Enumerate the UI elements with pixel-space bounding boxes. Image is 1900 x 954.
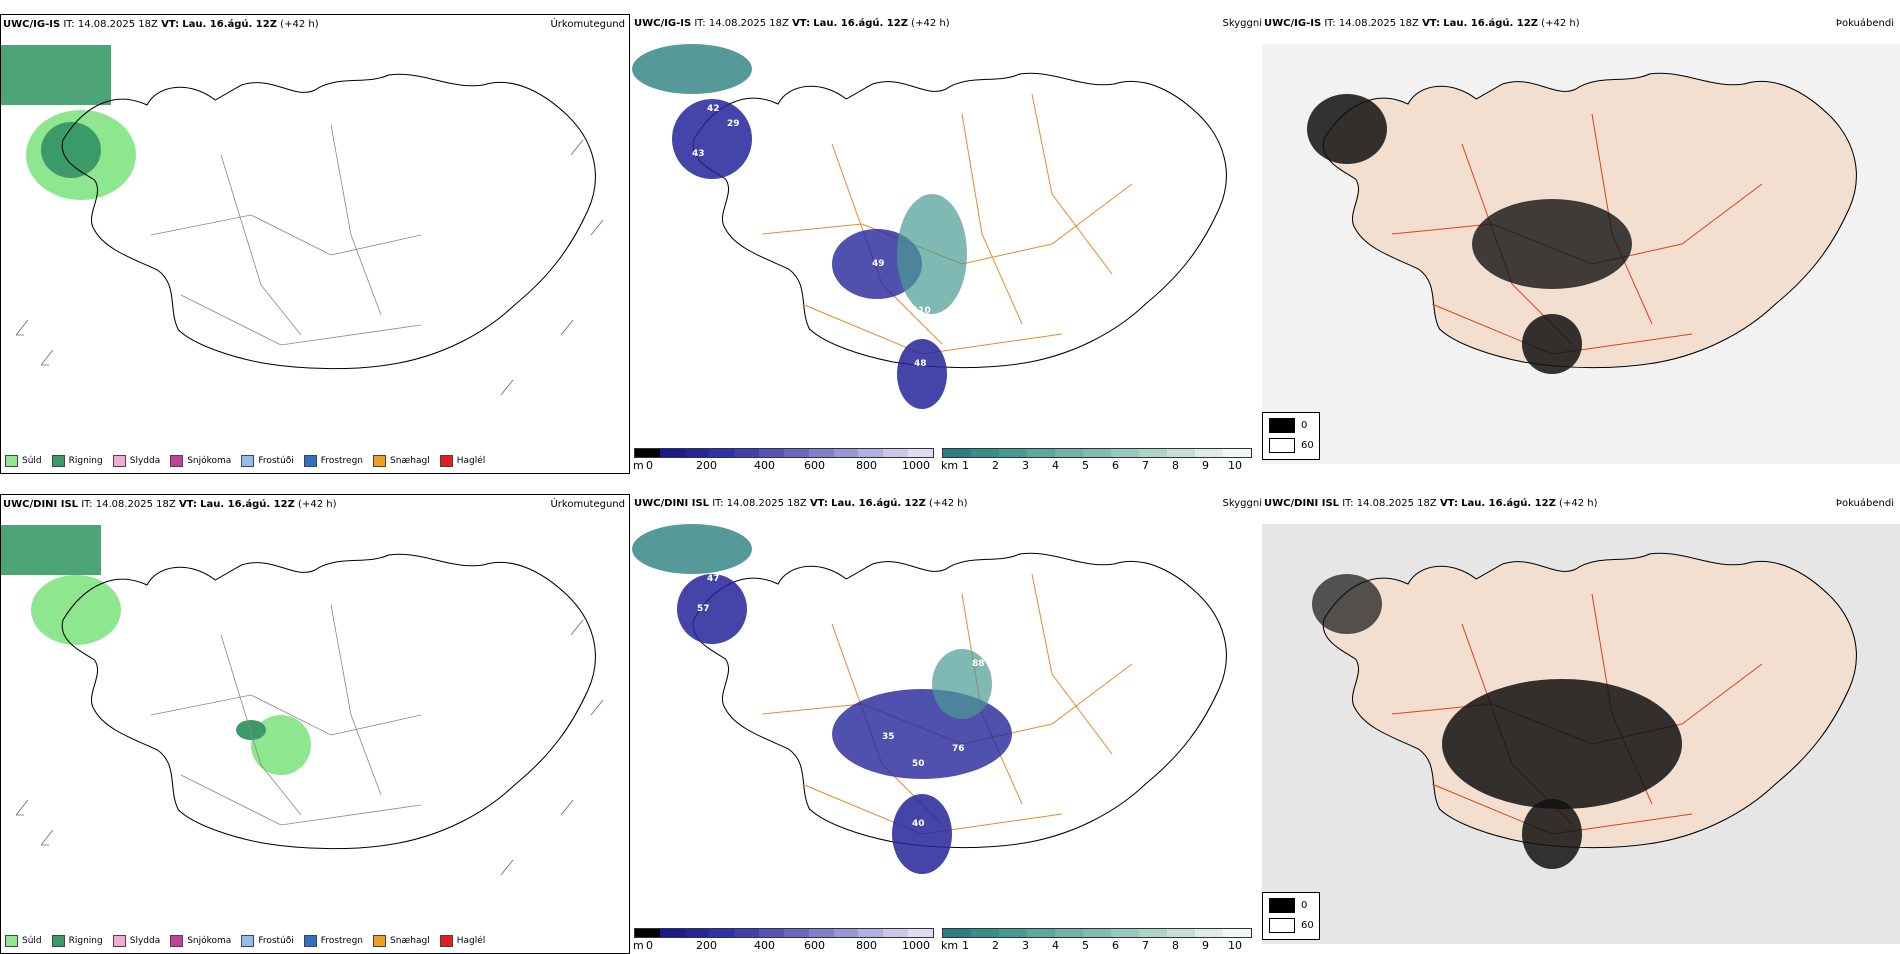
visibility-bar <box>942 448 1252 458</box>
ceiling-label: 29 <box>727 119 740 129</box>
legend-item-snow-pellets: Snæhagl <box>373 455 430 467</box>
legend-swatch <box>51 935 65 947</box>
legend-item-freezing-rain: Frostregn <box>303 455 363 467</box>
ceiling-label: 110 <box>912 306 931 316</box>
legend-swatch <box>1269 918 1295 933</box>
visibility-map <box>632 524 1227 874</box>
precip-panel-bottom: UWC/DINI ISL IT: 14.08.2025 18Z VT: Lau.… <box>0 494 630 954</box>
ceiling-label: 76 <box>952 744 965 754</box>
legend-swatch <box>5 455 18 467</box>
legend-swatch <box>112 935 126 947</box>
visibility-panel-bottom: UWC/DINI ISL IT: 14.08.2025 18Z VT: Lau.… <box>632 494 1262 954</box>
legend-swatch <box>170 455 184 467</box>
ceiling-label: 50 <box>912 759 925 769</box>
legend-swatch <box>439 455 453 467</box>
ceiling-label: 40 <box>912 819 925 829</box>
legend-item-freezing-drizzle: Frostúði <box>241 455 294 467</box>
panel-title: Þokuábendi <box>1835 18 1894 29</box>
visibility-colorbar: km 1 2 3 4 5 6 7 8 9 10 <box>941 928 1252 952</box>
panel-header: UWC/DINI ISL IT: 14.08.2025 18Z VT: Lau.… <box>3 499 337 510</box>
panel-title: Skyggni <box>1222 498 1262 509</box>
fog-map <box>1262 44 1900 464</box>
legend-swatch <box>373 935 387 947</box>
panel-header: UWC/IG-IS IT: 14.08.2025 18Z VT: Lau. 16… <box>634 18 950 29</box>
legend-swatch <box>241 455 255 467</box>
legend-swatch <box>170 935 184 947</box>
legend-swatch <box>5 935 18 947</box>
legend-swatch <box>1269 418 1295 433</box>
wind-barbs <box>15 139 604 396</box>
legend-item-rain: Rigning <box>51 935 103 947</box>
legend-swatch <box>373 455 387 467</box>
ceiling-label: 43 <box>692 149 705 159</box>
legend-swatch <box>51 455 65 467</box>
panel-title: Þokuábendi <box>1835 498 1894 509</box>
ceiling-label: 42 <box>707 104 720 114</box>
legend-swatch <box>303 935 317 947</box>
legend-item-freezing-drizzle: Frostúði <box>241 935 294 947</box>
ceiling-bar <box>634 928 934 938</box>
precip-legend: Súld Rigning Slydda Snjókoma Frostúði Fr… <box>5 935 485 947</box>
legend-item-snow: Snjókoma <box>170 935 231 947</box>
wind-barbs <box>15 619 604 876</box>
legend-swatch <box>303 455 317 467</box>
fog-legend-bottom: 0 60 <box>1262 892 1320 940</box>
ceiling-label: 47 <box>707 574 720 584</box>
legend-swatch <box>112 455 126 467</box>
fog-map <box>1262 524 1900 944</box>
precip-map <box>1 45 604 396</box>
legend-swatch <box>241 935 255 947</box>
ceiling-label: 88 <box>972 659 985 669</box>
legend-item-drizzle: Súld <box>5 935 42 947</box>
ceiling-label: 35 <box>882 732 895 742</box>
ceiling-bar <box>634 448 934 458</box>
panel-header: UWC/IG-IS IT: 14.08.2025 18Z VT: Lau. 16… <box>1264 18 1580 29</box>
fog-legend-top: 0 60 <box>1262 412 1320 460</box>
legend-item-freezing-rain: Frostregn <box>303 935 363 947</box>
panel-header: UWC/DINI ISL IT: 14.08.2025 18Z VT: Lau.… <box>1264 498 1598 509</box>
legend-item-hail: Haglél <box>439 455 485 467</box>
legend-item-snow: Snjókoma <box>170 455 231 467</box>
legend-item-drizzle: Súld <box>5 455 42 467</box>
ceiling-colorbar: m 0 200 400 600 800 1000 <box>633 448 934 472</box>
precip-map <box>1 525 604 876</box>
legend-item-snow-pellets: Snæhagl <box>373 935 430 947</box>
legend-swatch <box>1269 438 1295 453</box>
visibility-panel-top: UWC/IG-IS IT: 14.08.2025 18Z VT: Lau. 16… <box>632 14 1262 474</box>
ceiling-label: 57 <box>697 604 710 614</box>
panel-title: Úrkomutegund <box>550 19 625 30</box>
panel-title: Skyggni <box>1222 18 1262 29</box>
fog-panel-bottom: UWC/DINI ISL IT: 14.08.2025 18Z VT: Lau.… <box>1262 494 1900 954</box>
precip-panel-top: UWC/IG-IS IT: 14.08.2025 18Z VT: Lau. 16… <box>0 14 630 474</box>
visibility-colorbar: km 1 2 3 4 5 6 7 8 9 10 <box>941 448 1252 472</box>
legend-swatch <box>439 935 453 947</box>
precip-legend: Súld Rigning Slydda Snjókoma Frostúði Fr… <box>5 455 485 467</box>
legend-item-sleet: Slydda <box>112 935 160 947</box>
panel-header: UWC/DINI ISL IT: 14.08.2025 18Z VT: Lau.… <box>634 498 968 509</box>
fog-panel-top: UWC/IG-IS IT: 14.08.2025 18Z VT: Lau. 16… <box>1262 14 1900 474</box>
legend-swatch <box>1269 898 1295 913</box>
ceiling-label: 49 <box>872 259 885 269</box>
legend-item-sleet: Slydda <box>112 455 160 467</box>
panel-header: UWC/IG-IS IT: 14.08.2025 18Z VT: Lau. 16… <box>3 19 319 30</box>
visibility-bar <box>942 928 1252 938</box>
panel-title: Úrkomutegund <box>550 499 625 510</box>
ceiling-label: 48 <box>914 359 927 369</box>
ceiling-colorbar: m 0 200 400 600 800 1000 <box>633 928 934 952</box>
legend-item-rain: Rigning <box>51 455 103 467</box>
legend-item-hail: Haglél <box>439 935 485 947</box>
visibility-map <box>632 44 1227 409</box>
